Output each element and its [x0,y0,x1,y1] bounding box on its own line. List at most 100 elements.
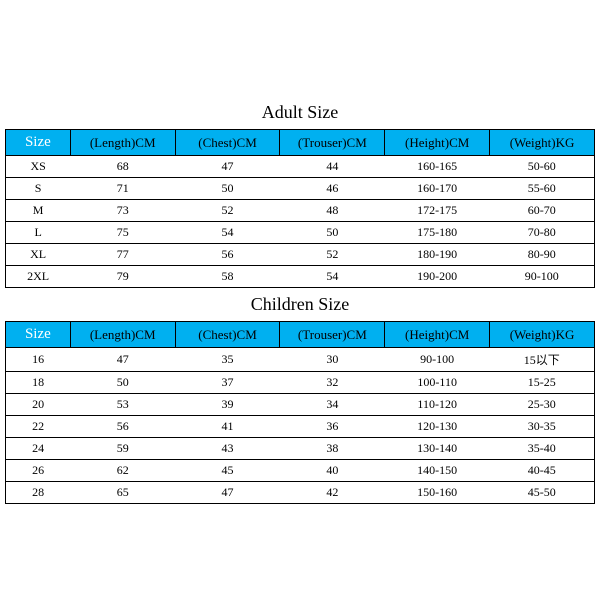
table-cell: 25-30 [490,394,595,416]
table-cell: 2XL [6,266,71,288]
table-cell: 65 [70,482,175,504]
table-row: L755450175-18070-80 [6,222,595,244]
table-cell: 35-40 [490,438,595,460]
table-cell: 40 [280,460,385,482]
table-cell: 22 [6,416,71,438]
col-header-trouser: (Trouser)CM [280,130,385,156]
table-cell: S [6,178,71,200]
table-cell: 40-45 [490,460,595,482]
children-size-table: Size (Length)CM (Chest)CM (Trouser)CM (H… [5,321,595,504]
table-cell: 44 [280,156,385,178]
size-chart-container: Adult Size Size (Length)CM (Chest)CM (Tr… [5,96,595,504]
children-header-row: Size (Length)CM (Chest)CM (Trouser)CM (H… [6,322,595,348]
table-cell: 150-160 [385,482,490,504]
table-cell: 160-170 [385,178,490,200]
table-cell: 50-60 [490,156,595,178]
col-header-chest: (Chest)CM [175,322,280,348]
table-cell: 24 [6,438,71,460]
col-header-size: Size [6,130,71,156]
col-header-size: Size [6,322,71,348]
table-cell: 47 [70,348,175,372]
table-cell: 110-120 [385,394,490,416]
col-header-length: (Length)CM [70,130,175,156]
table-cell: 56 [70,416,175,438]
table-cell: 15-25 [490,372,595,394]
table-cell: 80-90 [490,244,595,266]
table-row: XS684744160-16550-60 [6,156,595,178]
table-row: 26624540140-15040-45 [6,460,595,482]
table-cell: 52 [175,200,280,222]
table-cell: 54 [280,266,385,288]
table-cell: 38 [280,438,385,460]
table-cell: 47 [175,482,280,504]
table-cell: 160-165 [385,156,490,178]
table-cell: 46 [280,178,385,200]
table-cell: 30-35 [490,416,595,438]
table-row: 28654742150-16045-50 [6,482,595,504]
table-cell: 28 [6,482,71,504]
table-cell: 18 [6,372,71,394]
table-cell: 45-50 [490,482,595,504]
adult-size-table: Size (Length)CM (Chest)CM (Trouser)CM (H… [5,129,595,288]
table-cell: 62 [70,460,175,482]
table-cell: 60-70 [490,200,595,222]
table-cell: 15以下 [490,348,595,372]
table-cell: XL [6,244,71,266]
table-cell: 90-100 [385,348,490,372]
table-cell: 68 [70,156,175,178]
col-header-length: (Length)CM [70,322,175,348]
table-cell: 43 [175,438,280,460]
table-row: 18503732100-11015-25 [6,372,595,394]
table-row: 24594338130-14035-40 [6,438,595,460]
table-cell: 53 [70,394,175,416]
table-cell: 35 [175,348,280,372]
table-cell: 55-60 [490,178,595,200]
table-cell: 58 [175,266,280,288]
table-cell: 59 [70,438,175,460]
col-header-weight: (Weight)KG [490,322,595,348]
table-cell: XS [6,156,71,178]
table-cell: 77 [70,244,175,266]
table-cell: 50 [175,178,280,200]
table-cell: 34 [280,394,385,416]
table-cell: 50 [280,222,385,244]
col-header-chest: (Chest)CM [175,130,280,156]
table-cell: 16 [6,348,71,372]
table-cell: L [6,222,71,244]
table-cell: 175-180 [385,222,490,244]
table-cell: 42 [280,482,385,504]
table-cell: 79 [70,266,175,288]
table-cell: 32 [280,372,385,394]
table-cell: 20 [6,394,71,416]
table-cell: 75 [70,222,175,244]
table-cell: 190-200 [385,266,490,288]
table-cell: 140-150 [385,460,490,482]
table-row: S715046160-17055-60 [6,178,595,200]
table-cell: 39 [175,394,280,416]
col-header-height: (Height)CM [385,130,490,156]
table-cell: 26 [6,460,71,482]
table-row: M735248172-17560-70 [6,200,595,222]
table-cell: M [6,200,71,222]
table-row: 1647353090-10015以下 [6,348,595,372]
table-cell: 172-175 [385,200,490,222]
table-cell: 90-100 [490,266,595,288]
table-cell: 120-130 [385,416,490,438]
col-header-trouser: (Trouser)CM [280,322,385,348]
table-cell: 45 [175,460,280,482]
table-row: 2XL795854190-20090-100 [6,266,595,288]
table-cell: 56 [175,244,280,266]
table-cell: 180-190 [385,244,490,266]
col-header-height: (Height)CM [385,322,490,348]
table-cell: 73 [70,200,175,222]
col-header-weight: (Weight)KG [490,130,595,156]
adult-size-title: Adult Size [5,96,595,129]
table-row: XL775652180-19080-90 [6,244,595,266]
table-cell: 37 [175,372,280,394]
table-row: 22564136120-13030-35 [6,416,595,438]
table-cell: 47 [175,156,280,178]
table-cell: 54 [175,222,280,244]
children-size-title: Children Size [5,288,595,321]
table-cell: 100-110 [385,372,490,394]
table-row: 20533934110-12025-30 [6,394,595,416]
